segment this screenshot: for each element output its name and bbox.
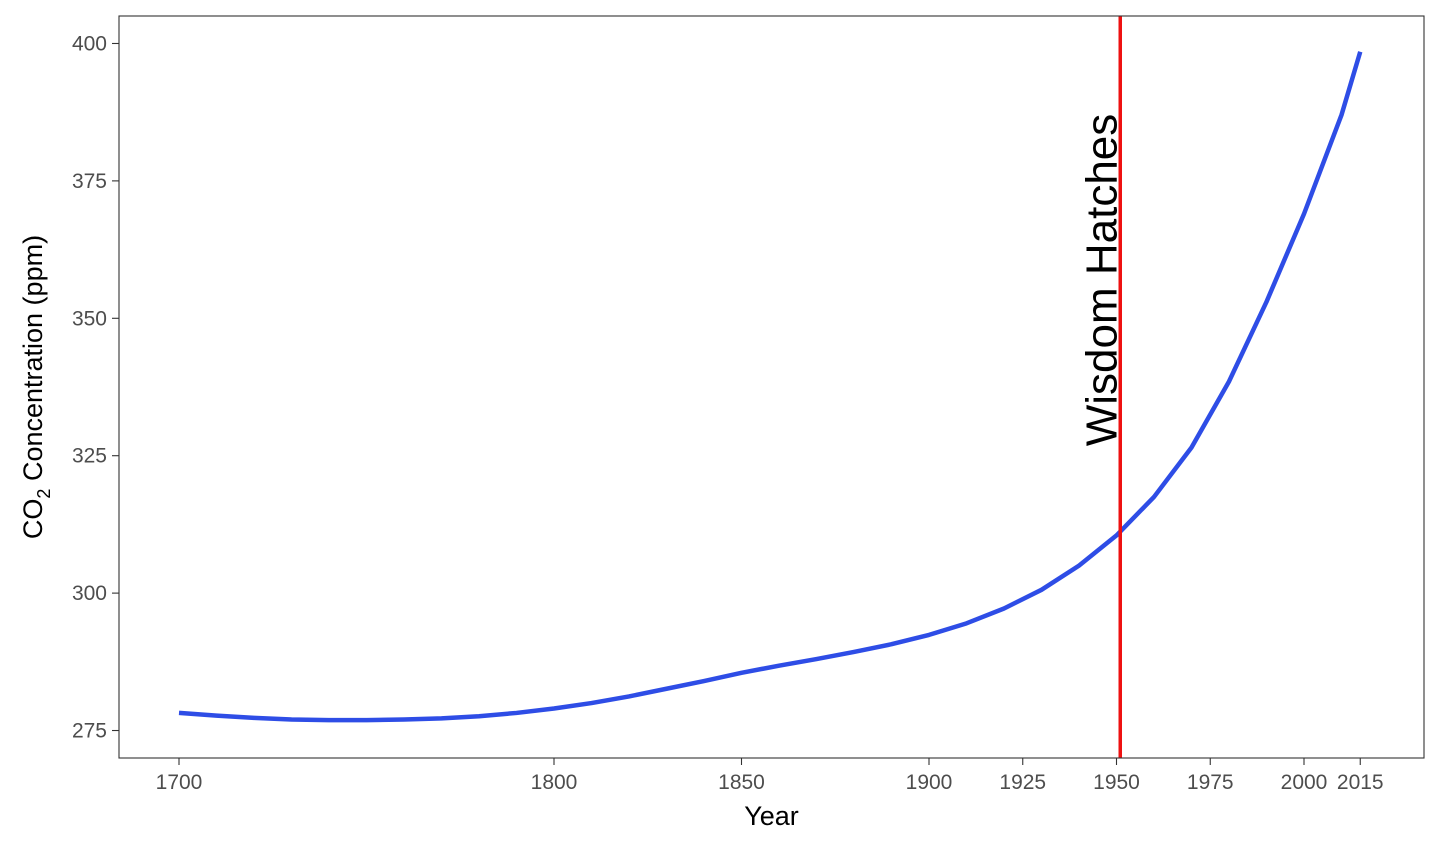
x-axis: 1700 1800 1850 1900 1925 1950 1975 2000 2015 [156, 758, 1384, 794]
x-tick-label-1700: 1700 [156, 771, 203, 794]
x-tick-label-2015: 2015 [1337, 771, 1384, 794]
y-axis: 275 300 325 350 375 400 [72, 32, 119, 743]
x-tick-label-1900: 1900 [906, 771, 953, 794]
x-tick-label-1850: 1850 [718, 771, 765, 794]
y-tick-label-300: 300 [72, 582, 107, 605]
y-axis-title-prefix: CO [18, 499, 48, 540]
x-tick-label-1800: 1800 [531, 771, 578, 794]
plot-area: Wisdom Hatches [178, 16, 1363, 758]
series-line-0 [178, 51, 1363, 723]
panel-border [118, 15, 1425, 759]
y-tick-label-275: 275 [72, 720, 107, 743]
y-tick-label-400: 400 [72, 32, 107, 55]
y-axis-title-subscript: 2 [34, 489, 54, 499]
y-tick-label-375: 375 [72, 170, 107, 193]
y-axis-title: CO2 Concentration (ppm) [18, 235, 54, 539]
y-tick-label-350: 350 [72, 307, 107, 330]
x-tick-label-1950: 1950 [1093, 771, 1140, 794]
y-axis-title-suffix: Concentration (ppm) [18, 235, 48, 489]
x-tick-label-1925: 1925 [999, 771, 1046, 794]
x-tick-label-1975: 1975 [1187, 771, 1234, 794]
annotation-label-0: Wisdom Hatches [1077, 114, 1126, 447]
x-tick-label-2000: 2000 [1281, 771, 1328, 794]
y-tick-label-325: 325 [72, 445, 107, 468]
x-axis-title: Year [744, 801, 799, 831]
